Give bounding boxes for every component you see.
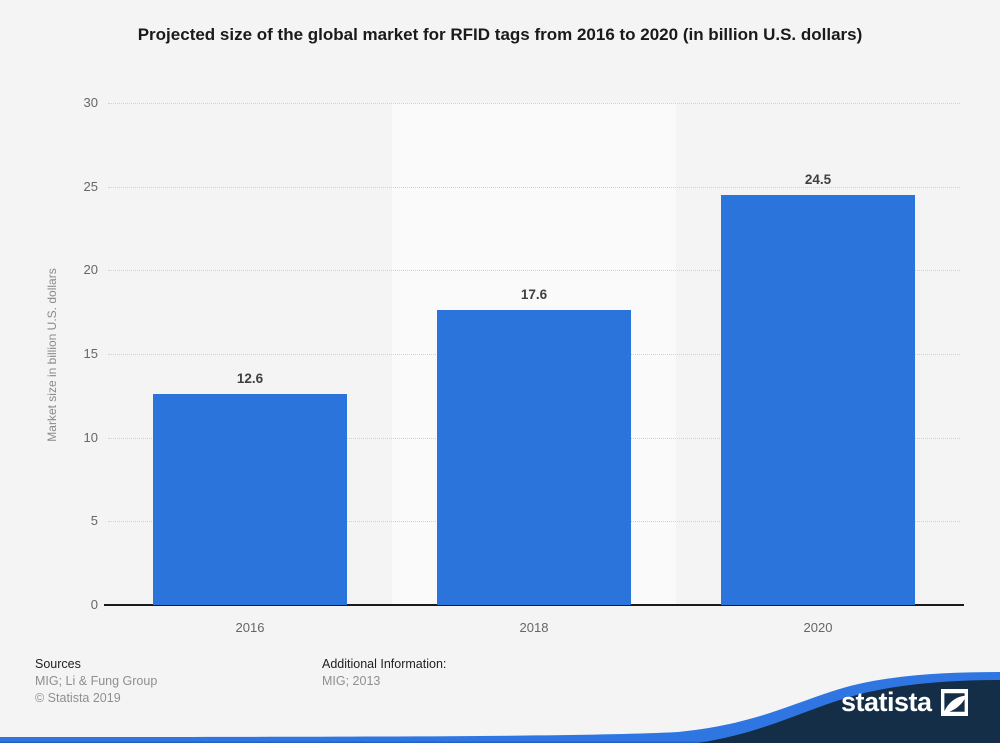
gridline-25: [108, 186, 960, 188]
y-tick-label-0: 0: [90, 597, 98, 612]
copyright-text: © Statista 2019: [35, 691, 121, 705]
gridline-30: [108, 103, 960, 104]
y-tick-label-30: 30: [83, 95, 98, 110]
statista-logo-text: statista: [841, 687, 932, 717]
additional-info-label: Additional Information:: [322, 657, 447, 671]
x-axis-line: [104, 604, 964, 606]
bar-2018[interactable]: [437, 310, 631, 605]
gridline-20: [108, 270, 960, 272]
bar-value-label-2020: 24.5: [804, 172, 832, 188]
chart-title: Projected size of the global market for …: [137, 25, 863, 44]
y-tick-label-15: 15: [83, 346, 98, 361]
bar-value-label-2016: 12.6: [236, 371, 264, 387]
bar-2020[interactable]: [721, 195, 915, 605]
x-axis-label-2016: 2016: [235, 620, 265, 635]
bar-value-label-2018: 17.6: [520, 287, 548, 303]
y-tick-label-20: 20: [83, 262, 98, 278]
y-tick-label-5: 5: [90, 513, 98, 529]
x-axis-label-2020: 2020: [803, 620, 833, 635]
y-tick-label-10: 10: [83, 429, 98, 445]
statista-logo-icon: [940, 689, 968, 716]
sources-value: MIG; Li & Fung Group: [35, 674, 158, 688]
x-axis-label-2018: 2018: [519, 620, 549, 635]
bar-2016[interactable]: [153, 394, 347, 605]
additional-info-value: MIG; 2013: [322, 674, 381, 688]
y-tick-label-25: 25: [83, 178, 98, 194]
sources-label: Sources: [35, 657, 81, 671]
statista-logo: statista: [841, 689, 968, 716]
